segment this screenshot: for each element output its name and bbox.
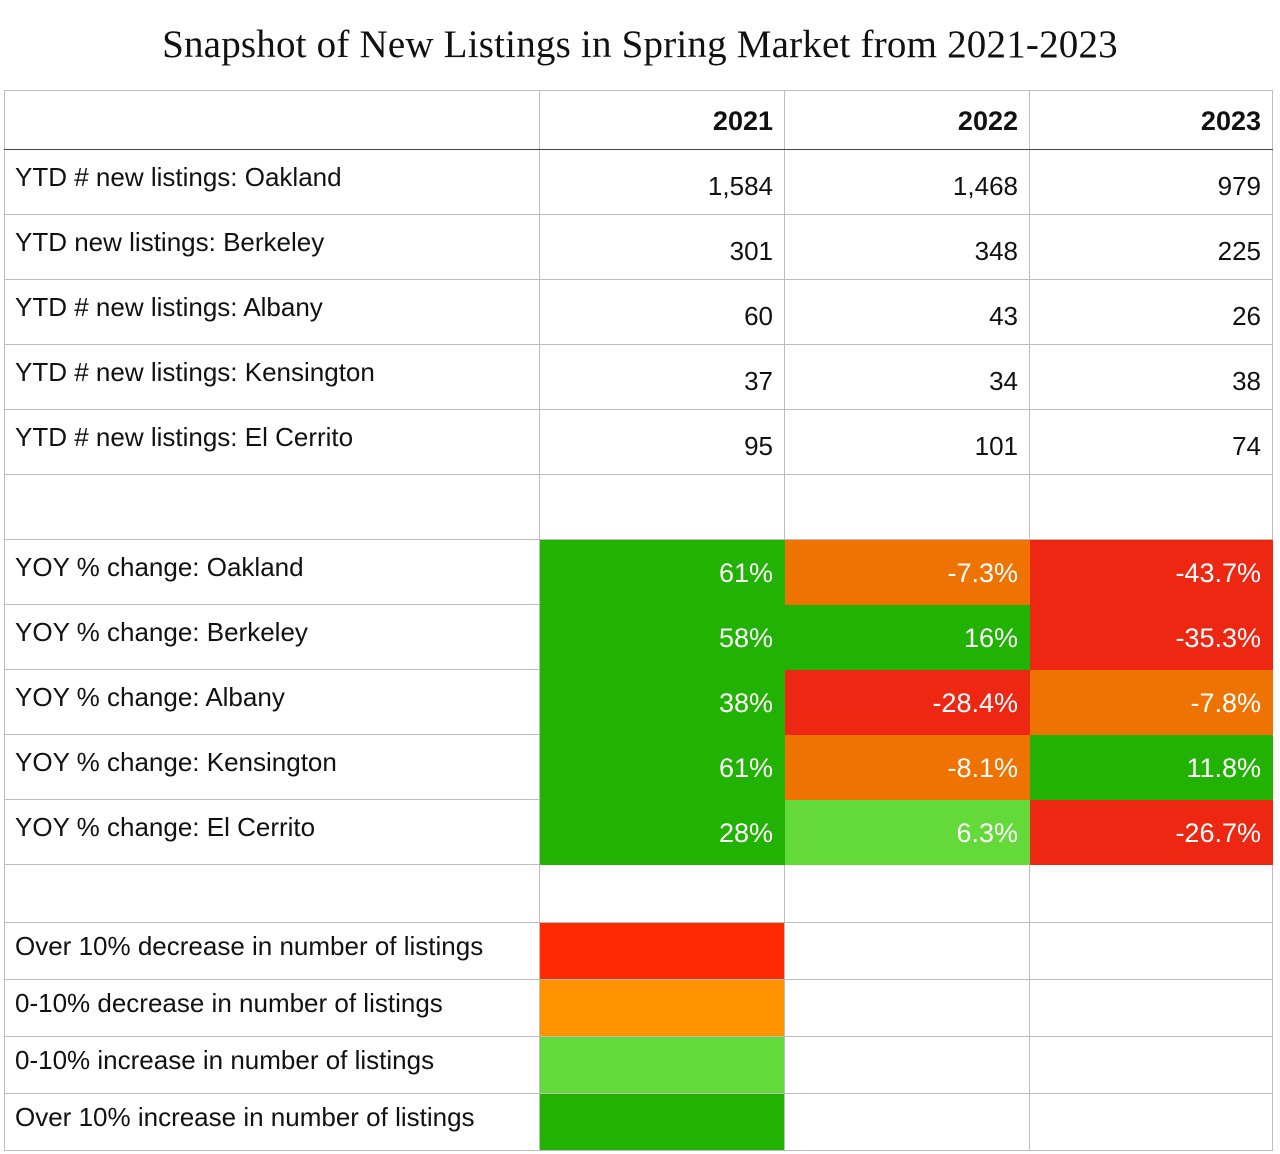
empty-cell [784, 1036, 1030, 1094]
listings-row: YTD # new listings: Albany 60 43 26 [4, 279, 1273, 345]
listings-row: YTD # new listings: Kensington 37 34 38 [4, 344, 1273, 410]
yoy-change-cell: -7.8% [1029, 669, 1273, 735]
yoy-change-row: YOY % change: Kensington 61% -8.1% 11.8% [4, 734, 1273, 800]
listing-count-cell: 43 [784, 279, 1030, 345]
yoy-change-cell: -26.7% [1029, 799, 1273, 865]
legend-swatch [539, 922, 785, 980]
listing-count-cell: 74 [1029, 409, 1273, 475]
empty-cell [1029, 1036, 1273, 1094]
empty-cell [1029, 1093, 1273, 1151]
row-label: YTD # new listings: El Cerrito [4, 409, 540, 475]
column-header-2023: 2023 [1029, 90, 1273, 150]
yoy-change-row: YOY % change: El Cerrito 28% 6.3% -26.7% [4, 799, 1273, 865]
row-label: YTD # new listings: Kensington [4, 344, 540, 410]
legend-row: 0-10% increase in number of listings [4, 1036, 1273, 1094]
listings-row: YTD # new listings: El Cerrito 95 101 74 [4, 409, 1273, 475]
legend-row: Over 10% decrease in number of listings [4, 922, 1273, 980]
listing-count-cell: 225 [1029, 214, 1273, 280]
listing-count-cell: 95 [539, 409, 785, 475]
legend-label: 0-10% decrease in number of listings [4, 979, 540, 1037]
listings-row: YTD # new listings: Oakland 1,584 1,468 979 [4, 149, 1273, 215]
empty-cell [784, 922, 1030, 980]
legend-row: Over 10% increase in number of listings [4, 1093, 1273, 1151]
yoy-change-cell: -35.3% [1029, 604, 1273, 670]
yoy-change-cell: -43.7% [1029, 539, 1273, 605]
legend-label: 0-10% increase in number of listings [4, 1036, 540, 1094]
empty-cell [1029, 922, 1273, 980]
empty-cell [784, 979, 1030, 1037]
empty-cell [4, 864, 540, 923]
yoy-change-row: YOY % change: Oakland 61% -7.3% -43.7% [4, 539, 1273, 605]
row-label: YOY % change: El Cerrito [4, 799, 540, 865]
yoy-change-cell: 28% [539, 799, 785, 865]
yoy-change-cell: 61% [539, 539, 785, 605]
listings-row: YTD new listings: Berkeley 301 348 225 [4, 214, 1273, 280]
row-label: YOY % change: Kensington [4, 734, 540, 800]
listing-count-cell: 301 [539, 214, 785, 280]
yoy-change-cell: -7.3% [784, 539, 1030, 605]
yoy-change-cell: -8.1% [784, 734, 1030, 800]
listing-count-cell: 26 [1029, 279, 1273, 345]
empty-cell [1029, 474, 1273, 540]
yoy-change-cell: 11.8% [1029, 734, 1273, 800]
listing-count-cell: 348 [784, 214, 1030, 280]
listing-count-cell: 38 [1029, 344, 1273, 410]
yoy-change-cell: 61% [539, 734, 785, 800]
empty-cell [1029, 979, 1273, 1037]
listing-count-cell: 101 [784, 409, 1030, 475]
row-label: YOY % change: Albany [4, 669, 540, 735]
row-label: YTD # new listings: Oakland [4, 149, 540, 215]
listing-count-cell: 979 [1029, 149, 1273, 215]
empty-cell [784, 474, 1030, 540]
listing-count-cell: 1,468 [784, 149, 1030, 215]
listing-count-cell: 60 [539, 279, 785, 345]
legend-row: 0-10% decrease in number of listings [4, 979, 1273, 1037]
legend-swatch [539, 1093, 785, 1151]
legend-swatch [539, 1036, 785, 1094]
legend-swatch [539, 979, 785, 1037]
empty-cell [539, 864, 785, 923]
row-label: YOY % change: Berkeley [4, 604, 540, 670]
yoy-change-cell: 58% [539, 604, 785, 670]
legend-label: Over 10% decrease in number of listings [4, 922, 540, 980]
yoy-change-cell: 38% [539, 669, 785, 735]
listing-count-cell: 34 [784, 344, 1030, 410]
yoy-change-row: YOY % change: Berkeley 58% 16% -35.3% [4, 604, 1273, 670]
row-label: YOY % change: Oakland [4, 539, 540, 605]
listing-count-cell: 1,584 [539, 149, 785, 215]
spacer-row [4, 474, 1273, 540]
legend-label: Over 10% increase in number of listings [4, 1093, 540, 1151]
column-header-2022: 2022 [784, 90, 1030, 150]
yoy-change-cell: -28.4% [784, 669, 1030, 735]
empty-cell [784, 864, 1030, 923]
column-header-2021: 2021 [539, 90, 785, 150]
header-blank-cell [4, 90, 540, 150]
yoy-change-cell: 6.3% [784, 799, 1030, 865]
yoy-change-cell: 16% [784, 604, 1030, 670]
row-label: YTD new listings: Berkeley [4, 214, 540, 280]
listing-count-cell: 37 [539, 344, 785, 410]
empty-cell [4, 474, 540, 540]
spacer-row [4, 864, 1273, 923]
yoy-change-row: YOY % change: Albany 38% -28.4% -7.8% [4, 669, 1273, 735]
chart-title: Snapshot of New Listings in Spring Marke… [162, 23, 1118, 66]
empty-cell [1029, 864, 1273, 923]
row-label: YTD # new listings: Albany [4, 279, 540, 345]
empty-cell [784, 1093, 1030, 1151]
listings-table: 2021 2022 2023 YTD # new listings: Oakla… [4, 90, 1273, 1151]
empty-cell [539, 474, 785, 540]
header-row: 2021 2022 2023 [4, 90, 1273, 150]
